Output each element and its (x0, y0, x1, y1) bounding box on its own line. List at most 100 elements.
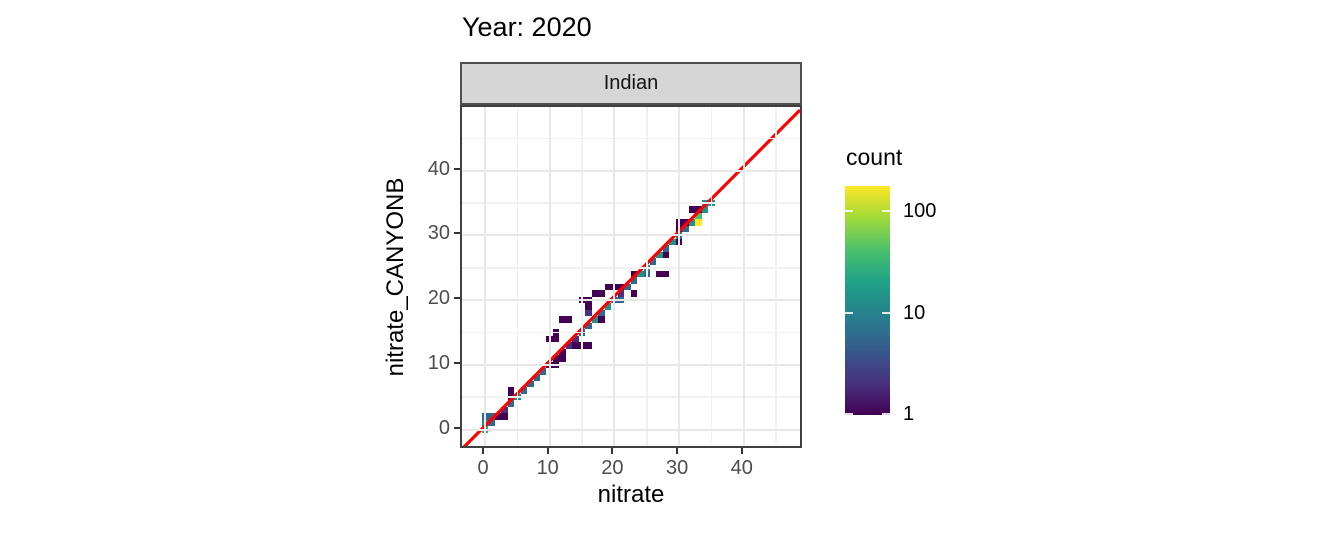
colorbar-tick (845, 413, 853, 415)
gridline-major-v (742, 107, 745, 446)
x-tick-label: 20 (601, 457, 624, 479)
count-bin (572, 342, 579, 349)
count-bin (559, 348, 566, 356)
y-axis-title: nitrate_CANYONB (382, 177, 409, 377)
gridline-major-h (462, 299, 800, 302)
legend-tick-label: 10 (903, 301, 926, 324)
y-tick-label: 10 (427, 351, 450, 374)
y-tick-label: 0 (438, 416, 450, 439)
count-bin (688, 219, 696, 226)
y-tick (454, 361, 460, 364)
count-bin (559, 316, 566, 323)
gridline-minor-h (462, 202, 800, 204)
y-tick-label: 30 (427, 222, 450, 245)
gridline-minor-v (581, 107, 583, 446)
count-bin (649, 258, 657, 265)
count-bin (565, 316, 573, 323)
identity-line (462, 108, 800, 446)
count-bin (688, 206, 696, 213)
x-tick-label: 40 (730, 457, 753, 479)
colorbar-tick (845, 210, 853, 213)
x-tick-label: 0 (477, 457, 489, 479)
gridline-minor-h (462, 267, 800, 269)
colorbar-tick (882, 413, 890, 415)
count-bin (591, 290, 599, 297)
legend-title: count (846, 144, 903, 170)
y-tick (454, 297, 460, 300)
count-bin (662, 251, 670, 259)
count-bin (682, 219, 689, 226)
count-bin (630, 270, 638, 278)
gridline-major-h (462, 169, 800, 172)
count-bin (501, 413, 508, 420)
count-bin (617, 283, 625, 291)
count-bin (559, 355, 566, 362)
count-bin (533, 374, 540, 381)
y-tick (454, 232, 460, 235)
count-bin (572, 335, 579, 343)
count-bin (585, 322, 592, 330)
plot-title: Year: 2020 (462, 12, 592, 42)
legend-tick-label: 1 (903, 403, 915, 425)
facet-label: Indian (603, 72, 659, 94)
count-bin (501, 406, 508, 414)
legend-tick-label: 100 (903, 200, 937, 223)
x-tick (676, 448, 679, 454)
count-bin (585, 342, 592, 349)
x-tick (740, 448, 743, 454)
count-bin (598, 316, 605, 323)
colorbar-tick (882, 311, 890, 314)
count-bin (695, 212, 702, 220)
colorbar-tick (845, 311, 853, 314)
count-bin (527, 380, 534, 388)
colorbar-tick (882, 210, 890, 213)
gridline-major-h (462, 428, 800, 431)
count-bin (604, 283, 612, 291)
count-bin (669, 238, 676, 246)
count-bin (488, 413, 495, 420)
gridline-major-h (462, 234, 800, 237)
gridline-major-v (613, 107, 616, 446)
gridline-major-h (462, 363, 800, 366)
y-tick-label: 40 (427, 157, 450, 180)
count-bin (662, 270, 670, 278)
count-bin (682, 225, 689, 233)
gridline-minor-h (462, 396, 800, 398)
count-bin (630, 290, 638, 297)
count-bin (695, 206, 702, 213)
gridline-minor-h (462, 137, 800, 140)
gridline-minor-h (462, 331, 800, 334)
count-bin (656, 251, 663, 259)
count-bin (701, 206, 709, 213)
plot-panel (460, 105, 802, 448)
count-bin (539, 368, 547, 375)
count-bin (630, 277, 638, 284)
count-bin (695, 219, 702, 226)
count-bin (617, 290, 625, 297)
count-bin (552, 355, 560, 362)
y-tick (454, 167, 460, 170)
count-bin (552, 335, 560, 343)
count-bin (598, 309, 605, 317)
count-bin (662, 245, 670, 252)
gridline-minor-v (775, 107, 777, 446)
x-axis-title: nitrate (597, 481, 665, 508)
x-tick (482, 448, 484, 454)
count-bin (598, 290, 605, 297)
gridline-major-v (678, 107, 681, 446)
x-tick (546, 448, 549, 454)
count-bin (520, 387, 528, 394)
count-bin (604, 303, 612, 310)
y-tick-label: 20 (427, 287, 450, 310)
count-bin (637, 270, 644, 278)
gridline-major-v (548, 107, 551, 446)
count-bin (488, 419, 495, 427)
count-bin (565, 342, 573, 349)
count-bin (507, 400, 515, 407)
y-tick (454, 426, 460, 429)
x-tick-label: 30 (665, 457, 689, 479)
count-bin (591, 316, 599, 323)
count-bin (624, 283, 631, 291)
count-bin (507, 387, 515, 394)
